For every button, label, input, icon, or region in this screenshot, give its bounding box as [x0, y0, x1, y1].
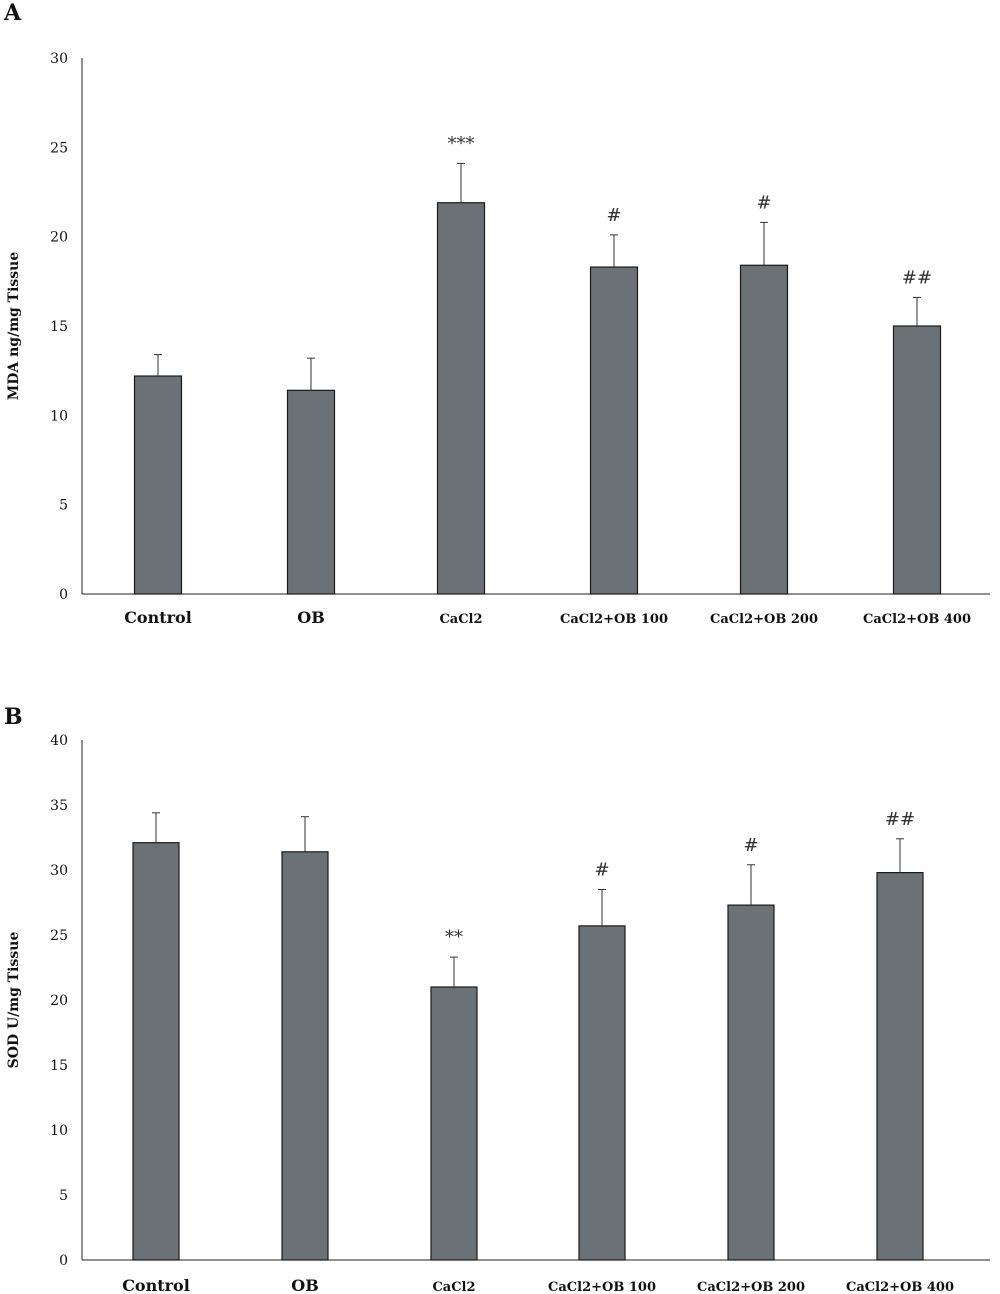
x-tick-label: Control — [124, 608, 192, 627]
bar — [589, 266, 639, 595]
panel-letter-a: A — [4, 0, 22, 26]
significance-marker: ## — [902, 267, 932, 288]
x-tick-label: CaCl2 — [439, 612, 482, 627]
panel-letter-b: B — [4, 704, 23, 730]
y-tick-label: 20 — [50, 993, 68, 1009]
y-tick-label: 40 — [50, 733, 68, 749]
bar — [132, 842, 180, 1261]
x-tick-label: CaCl2+OB 100 — [548, 1280, 656, 1294]
significance-marker: ** — [445, 927, 463, 948]
y-tick-label: 5 — [59, 1188, 68, 1204]
y-tick-label: 25 — [50, 928, 68, 944]
significance-marker: # — [606, 205, 621, 226]
x-tick-label: CaCl2+OB 400 — [846, 1280, 954, 1294]
y-tick-label: 10 — [50, 1123, 68, 1139]
bar — [739, 264, 789, 595]
y-tick-label: 30 — [50, 51, 68, 67]
significance-marker: # — [594, 860, 609, 881]
bar — [578, 925, 626, 1261]
significance-marker: ## — [885, 809, 915, 830]
bar — [286, 389, 336, 595]
x-tick-label: CaCl2+OB 200 — [697, 1280, 805, 1294]
bar — [876, 872, 924, 1261]
chart-b-svg: 0 5 10 15 20 25 30 35 40 SOD U/mg Tissue Control OB… — [6, 733, 990, 1294]
bar — [892, 325, 942, 595]
y-tick-label: 5 — [59, 498, 68, 514]
significance-marker: *** — [448, 133, 475, 154]
bar — [436, 202, 486, 595]
x-tick-label: OB — [291, 1276, 318, 1294]
significance-marker: # — [743, 835, 758, 856]
chart-panel-b: B 0 5 10 15 20 25 30 35 40 SOD U/mg Tissue Control… — [0, 650, 1000, 1294]
x-tick-label: CaCl2+OB 200 — [710, 612, 818, 627]
x-tick-label: OB — [297, 608, 324, 627]
y-tick-label: 0 — [59, 1253, 68, 1269]
y-tick-label: 20 — [50, 230, 68, 246]
y-tick-label: 0 — [59, 587, 68, 603]
y-tick-label: 30 — [50, 863, 68, 879]
bar — [430, 986, 478, 1261]
y-axis-label: MDA ng/mg Tissue — [6, 252, 22, 401]
y-axis-label: SOD U/mg Tissue — [6, 932, 22, 1069]
x-tick-label: Control — [122, 1276, 190, 1294]
y-tick-label: 25 — [50, 140, 68, 156]
bar — [727, 904, 775, 1261]
y-tick-label: 10 — [50, 408, 68, 424]
x-tick-label: CaCl2 — [432, 1280, 475, 1294]
significance-marker: # — [756, 192, 771, 213]
bar — [133, 375, 183, 595]
chart-a-svg: 0 5 10 15 20 25 30 MDA ng/mg Tissue Control OB ***… — [6, 51, 990, 627]
y-tick-label: 35 — [50, 798, 68, 814]
chart-panel-a: A 0 5 10 15 20 25 30 MDA ng/mg Tissue Control OB *… — [4, 0, 990, 627]
bar — [281, 851, 329, 1261]
y-tick-label: 15 — [50, 1058, 68, 1074]
x-tick-label: CaCl2+OB 400 — [863, 612, 971, 627]
y-tick-label: 15 — [50, 319, 68, 335]
x-tick-label: CaCl2+OB 100 — [560, 612, 668, 627]
